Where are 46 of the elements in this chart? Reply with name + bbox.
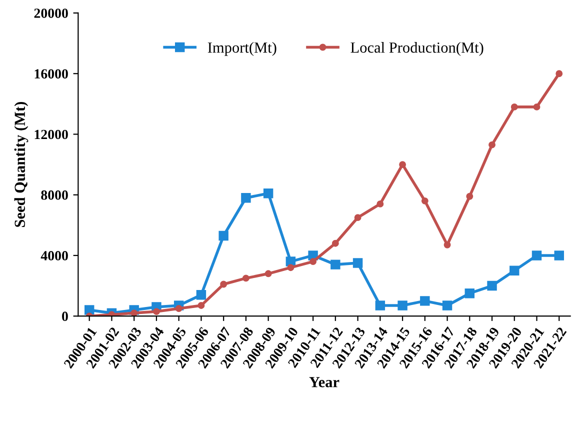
point (464, 288, 475, 298)
point (287, 264, 294, 272)
point (332, 240, 339, 247)
point (444, 241, 451, 248)
point (352, 258, 363, 268)
point (376, 200, 384, 208)
point (310, 258, 317, 266)
point (421, 197, 428, 204)
point (442, 300, 452, 310)
point (510, 103, 518, 110)
point (354, 214, 362, 222)
point (554, 250, 564, 260)
point (398, 300, 408, 310)
point (532, 250, 542, 260)
point (175, 305, 182, 312)
point (84, 305, 94, 315)
y-tick-label: 0 (62, 312, 68, 322)
point (487, 280, 497, 291)
y-tick-label: 20000 (34, 8, 68, 18)
legend-label: Import(Mt) (208, 42, 276, 56)
point (420, 296, 430, 306)
y-tick-label: 16000 (34, 69, 68, 79)
point (488, 141, 496, 148)
point (218, 230, 228, 241)
point (241, 193, 251, 203)
point (198, 302, 205, 309)
legend-label: Local Production(Mt) (350, 42, 484, 56)
point (242, 274, 250, 282)
point (375, 300, 386, 310)
point (263, 188, 274, 198)
point (466, 192, 474, 200)
y-tick-label: 8000 (41, 190, 68, 200)
x-axis-title: Year (309, 377, 340, 388)
point (510, 266, 520, 276)
y-tick-label: 4000 (40, 251, 68, 260)
point (556, 70, 563, 78)
point (264, 270, 272, 278)
point (196, 290, 206, 300)
point (220, 280, 228, 288)
point (533, 103, 540, 110)
point (130, 310, 138, 316)
point (152, 308, 160, 316)
y-tick-label: 12000 (34, 130, 68, 140)
y-axis-title: Seed Quantity (Mt) (14, 102, 28, 227)
point (330, 260, 340, 270)
point (399, 161, 406, 168)
